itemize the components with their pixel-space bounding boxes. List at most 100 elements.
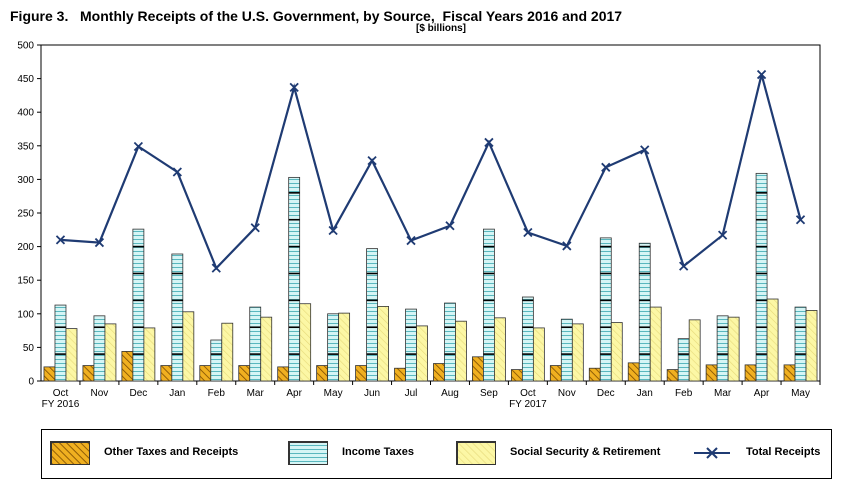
bar-social-security	[455, 320, 467, 382]
x-tick-label: May	[791, 388, 810, 399]
x-tick-label: Feb	[208, 388, 226, 399]
legend-label-total: Total Receipts	[746, 446, 821, 458]
bar-social-security	[416, 325, 428, 382]
x-tick-label: Apr	[286, 388, 302, 399]
total-receipts-marker	[289, 82, 299, 92]
bar-income-taxes	[560, 318, 573, 382]
bar-social-security	[494, 317, 506, 382]
bar-other-taxes	[121, 351, 134, 382]
x-tick-label: Oct	[53, 388, 69, 399]
bar-social-security	[182, 311, 195, 382]
y-tick-label: 250	[17, 209, 34, 220]
plot-area: 0 50 100 150 200 250 300 350 400 450 500 Oct Nov Dec J…	[17, 41, 821, 410]
bar-income-taxes	[444, 302, 456, 382]
total-receipts-marker	[679, 261, 689, 271]
legend-swatch-other	[50, 441, 90, 465]
plot-frame	[40, 44, 821, 382]
bar-other-taxes	[510, 369, 523, 382]
total-receipts-marker	[250, 223, 260, 233]
legend-line-total	[694, 447, 730, 459]
bar-social-security	[649, 306, 662, 382]
bar-other-taxes	[549, 365, 562, 382]
bar-social-security	[338, 312, 351, 382]
bar-social-security	[65, 328, 78, 382]
x-tick-label: Dec	[597, 388, 615, 399]
bar-other-taxes	[355, 365, 367, 382]
y-tick-label: 0	[28, 377, 34, 388]
bar-income-taxes	[599, 237, 612, 382]
bar-income-taxes	[755, 172, 768, 382]
bar-social-security	[221, 322, 234, 382]
y-tick-label: 150	[17, 276, 34, 287]
bar-income-taxes	[405, 308, 417, 382]
x-tick-label: Nov	[558, 388, 576, 399]
bar-other-taxes	[43, 366, 56, 382]
x-tick-label: May	[324, 388, 343, 399]
total-receipts-marker	[445, 221, 455, 231]
bar-income-taxes	[483, 228, 495, 382]
bar-other-taxes	[82, 365, 95, 382]
x-tick-label: Jan	[637, 388, 653, 399]
bar-other-taxes	[160, 365, 173, 382]
bar-income-taxes	[716, 315, 729, 382]
total-receipts-marker	[601, 162, 611, 172]
bar-other-taxes	[238, 365, 251, 382]
bar-income-taxes	[54, 304, 67, 382]
legend: Other Taxes and Receipts Income Taxes So…	[41, 429, 832, 479]
bar-income-taxes	[249, 306, 262, 382]
bar-other-taxes	[277, 366, 290, 382]
bar-other-taxes	[627, 362, 640, 382]
total-receipts-marker	[172, 167, 182, 177]
bar-income-taxes	[521, 296, 534, 382]
total-receipts-marker	[211, 263, 221, 273]
x-tick-label: Sep	[480, 388, 498, 399]
bar-other-taxes	[433, 363, 445, 382]
bar-income-taxes	[327, 313, 340, 382]
legend-label-other: Other Taxes and Receipts	[104, 446, 239, 458]
y-tick-label: 200	[17, 242, 34, 253]
x-tick-label: Mar	[247, 388, 265, 399]
total-receipts-marker	[717, 230, 728, 240]
bar-other-taxes	[588, 367, 601, 382]
total-receipts-marker	[406, 235, 416, 246]
y-tick-label: 450	[17, 74, 34, 85]
x-tick-label: Mar	[714, 388, 732, 399]
x-tick-label: Oct	[520, 388, 536, 399]
legend-label-income: Income Taxes	[342, 446, 414, 458]
total-receipts-marker	[367, 155, 377, 166]
chart-subtitle: [$ billions]	[416, 23, 466, 34]
x-tick-label: Feb	[675, 388, 693, 399]
y-tick-label: 350	[17, 141, 34, 152]
bar-social-security	[532, 327, 545, 382]
bar-social-security	[104, 323, 117, 382]
x-sublabel: FY 2016	[42, 399, 80, 410]
bar-other-taxes	[744, 364, 757, 382]
y-tick-label: 100	[17, 309, 34, 320]
bar-income-taxes	[210, 339, 223, 382]
total-receipts-marker	[55, 235, 66, 245]
bar-income-taxes	[677, 338, 690, 382]
legend-swatch-ss	[456, 441, 496, 465]
total-receipts-marker	[640, 145, 650, 155]
bar-social-security	[143, 327, 156, 382]
x-sublabel: FY 2017	[509, 399, 547, 410]
bar-social-security	[688, 319, 701, 382]
total-receipts-marker	[795, 215, 806, 225]
bar-income-taxes	[638, 242, 651, 382]
legend-label-ss: Social Security & Retirement	[510, 446, 661, 458]
bar-income-taxes	[366, 248, 378, 382]
bar-other-taxes	[705, 364, 718, 382]
x-tick-label: Aug	[441, 388, 459, 399]
total-receipts-marker	[94, 237, 105, 248]
total-receipts-line	[60, 74, 802, 271]
bar-social-security	[766, 298, 779, 382]
bar-other-taxes	[472, 356, 484, 382]
total-receipts-marker	[484, 137, 494, 148]
total-receipts-marker	[562, 241, 572, 251]
x-tick-label: Jun	[364, 388, 380, 399]
total-receipts-marker	[523, 227, 533, 238]
bar-other-taxes	[199, 365, 212, 382]
bar-social-security	[377, 306, 389, 382]
bar-other-taxes	[316, 365, 329, 382]
x-tick-label: Nov	[91, 388, 109, 399]
